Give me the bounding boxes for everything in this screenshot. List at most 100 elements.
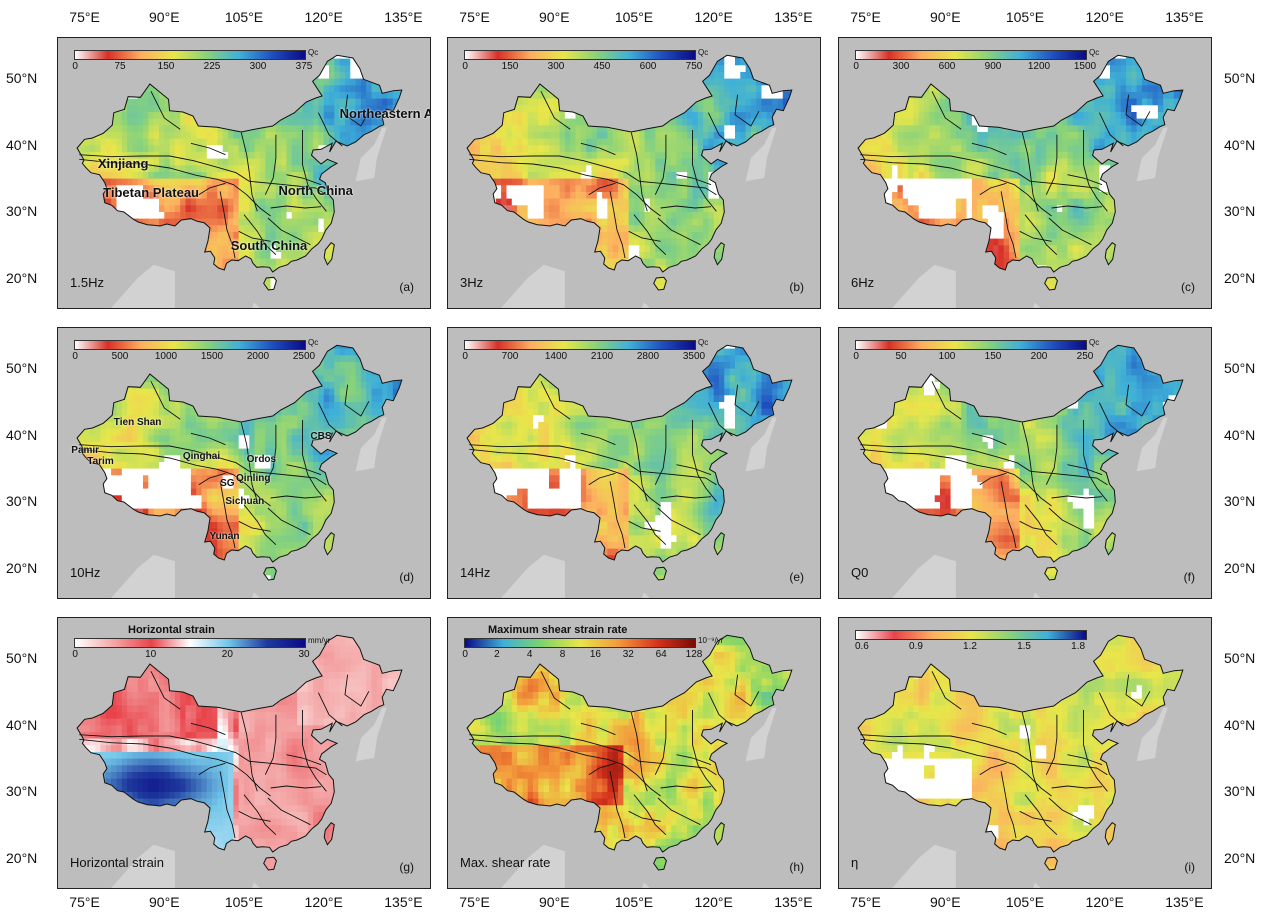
region-label: CBS [310, 431, 331, 442]
region-label: Qinling [236, 473, 270, 484]
colorbar-tick-label: 0 [72, 351, 78, 362]
china-border [466, 54, 793, 291]
panel-frequency-label: 10Hz [70, 565, 100, 580]
longitude-label: 90°E [930, 894, 961, 910]
panel-letter: (b) [789, 280, 804, 294]
colorbar-tick-label: 1.5 [1017, 641, 1031, 652]
colorbar [464, 638, 696, 648]
region-label: Sichuan [225, 496, 264, 507]
map-panel-e: Qc 0 700 1400 2100 2800 3500 14Hz (e) [447, 327, 821, 599]
map-canvas-f [839, 328, 1211, 598]
colorbar-tick-label: 200 [1031, 351, 1048, 362]
fault-lines [860, 91, 1151, 259]
region-label: SG [220, 478, 234, 489]
latitude-label: 50°N [1224, 70, 1255, 86]
longitude-label: 75°E [850, 894, 881, 910]
panel-letter: (e) [789, 570, 804, 584]
colorbar-tick-label: 0 [462, 61, 468, 72]
longitude-label: 135°E [384, 9, 422, 25]
colorbar-tick-label: 750 [686, 61, 703, 72]
map-panel-i: 0.6 0.9 1.2 1.5 1.8 η (i) [838, 617, 1212, 889]
colorbar-unit: Qc [308, 338, 318, 347]
colorbar-tick-label: 1.2 [963, 641, 977, 652]
fault-lines [860, 671, 1151, 839]
colorbar-ticks: 0 700 1400 2100 2800 3500 [462, 351, 705, 363]
fault-lines [79, 91, 370, 259]
colorbar-tick-label: 2000 [247, 351, 269, 362]
colorbar-tick-label: 100 [939, 351, 956, 362]
longitude-label: 120°E [1086, 9, 1124, 25]
region-label: North China [279, 183, 353, 198]
longitude-label: 90°E [539, 9, 570, 25]
colorbar-unit: Qc [698, 338, 708, 347]
colorbar-ticks: 0 300 600 900 1200 1500 [853, 61, 1096, 73]
region-label: Tien Shan [114, 417, 162, 428]
region-label: Qinghai [183, 451, 220, 462]
latitude-label: 20°N [1224, 560, 1255, 576]
map-canvas-c [839, 38, 1211, 308]
map-canvas-h [448, 618, 820, 888]
colorbar-tick-label: 0.9 [909, 641, 923, 652]
colorbar-tick-label: 2800 [637, 351, 659, 362]
latitude-label: 20°N [1224, 270, 1255, 286]
panel-frequency-label: 6Hz [851, 275, 874, 290]
colorbar-tick-label: 150 [985, 351, 1002, 362]
region-label: Xinjiang [98, 156, 149, 171]
colorbar-ticks: 0.6 0.9 1.2 1.5 1.8 [855, 641, 1087, 653]
panel-letter: (h) [789, 860, 804, 874]
colorbar-tick-label: 600 [939, 61, 956, 72]
fault-lines [79, 381, 370, 549]
colorbar [855, 340, 1087, 350]
colorbar [855, 50, 1087, 60]
colorbar-tick-label: 300 [250, 61, 267, 72]
colorbar-tick-label: 375 [296, 61, 313, 72]
longitude-label: 135°E [384, 894, 422, 910]
longitude-label: 90°E [149, 9, 180, 25]
colorbar-tick-label: 225 [204, 61, 221, 72]
longitude-label: 90°E [149, 894, 180, 910]
colorbar-tick-label: 700 [502, 351, 519, 362]
longitude-label: 90°E [930, 9, 961, 25]
colorbar-unit: Qc [308, 48, 318, 57]
region-label: Yunan [209, 531, 239, 542]
fault-lines [79, 671, 370, 839]
fault-lines [469, 671, 760, 839]
latitude-label: 50°N [6, 650, 37, 666]
latitude-label: 30°N [6, 783, 37, 799]
fault-lines [469, 381, 760, 549]
china-border [857, 344, 1184, 581]
map-panel-f: Qc 0 50 100 150 200 250 Q0 (f) [838, 327, 1212, 599]
latitude-label: 30°N [1224, 493, 1255, 509]
longitude-label: 135°E [774, 9, 812, 25]
longitude-label: 105°E [1006, 9, 1044, 25]
colorbar [74, 50, 306, 60]
map-canvas-a [58, 38, 430, 308]
colorbar-tick-label: 0 [462, 351, 468, 362]
china-border [857, 634, 1184, 871]
colorbar-tick-label: 1400 [545, 351, 567, 362]
latitude-label: 20°N [6, 560, 37, 576]
colorbar-tick-label: 0 [853, 351, 859, 362]
colorbar-unit: mm/yr [308, 636, 330, 645]
latitude-label: 30°N [6, 493, 37, 509]
colorbar-tick-label: 4 [527, 649, 533, 660]
longitude-label: 75°E [850, 9, 881, 25]
latitude-label: 40°N [1224, 137, 1255, 153]
latitude-label: 50°N [6, 70, 37, 86]
colorbar-tick-label: 0 [72, 649, 78, 660]
longitude-label: 105°E [615, 894, 653, 910]
colorbar-ticks: 0 500 1000 1500 2000 2500 [72, 351, 315, 363]
colorbar-unit: Qc [1089, 48, 1099, 57]
colorbar-tick-label: 0.6 [855, 641, 869, 652]
colorbar-tick-label: 450 [594, 61, 611, 72]
longitude-label: 135°E [774, 894, 812, 910]
colorbar-tick-label: 20 [222, 649, 233, 660]
map-canvas-d [58, 328, 430, 598]
longitude-label: 75°E [69, 9, 100, 25]
fault-lines [469, 91, 760, 259]
latitude-label: 40°N [6, 137, 37, 153]
panel-frequency-label: Q0 [851, 565, 868, 580]
china-border [466, 344, 793, 581]
map-panel-g: Horizontal strain mm/yr 0 10 20 30 Horizontal … [57, 617, 431, 889]
colorbar-tick-label: 8 [560, 649, 566, 660]
